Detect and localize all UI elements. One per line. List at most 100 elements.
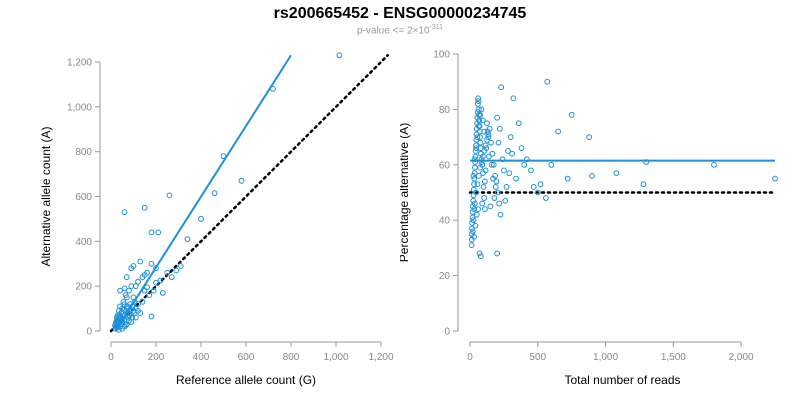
- data-point: [492, 172, 498, 179]
- data-point: [482, 142, 489, 149]
- data-point: [473, 145, 479, 152]
- data-point: [468, 242, 475, 249]
- data-point: [537, 181, 544, 188]
- y-tick-label: 80: [439, 105, 451, 116]
- y-tick-label: 200: [75, 282, 92, 293]
- data-point: [474, 100, 481, 107]
- data-point: [482, 167, 489, 174]
- data-point: [477, 139, 484, 146]
- data-point: [211, 190, 218, 197]
- data-point: [492, 184, 499, 190]
- data-point: [502, 197, 509, 204]
- data-point: [117, 287, 123, 294]
- data-point: [640, 181, 647, 188]
- allele-count-scatter-chart: 0 200 400 600 800 1,000 1,200 0 200 400 600 800 1,00…: [39, 52, 394, 387]
- data-point: [506, 170, 513, 177]
- data-point: [470, 172, 477, 179]
- data-point: [122, 322, 129, 329]
- data-point: [469, 228, 476, 235]
- data-point: [479, 153, 486, 160]
- data-point: [482, 206, 488, 213]
- data-point: [484, 120, 490, 127]
- data-point: [586, 134, 593, 141]
- data-point: [481, 195, 488, 201]
- y-axis-title: Percentage alternative (A): [400, 123, 411, 262]
- data-point: [494, 189, 501, 196]
- data-point: [148, 229, 155, 236]
- data-point: [470, 197, 477, 204]
- data-point: [488, 139, 494, 146]
- data-point: [124, 303, 131, 310]
- x-tick-label: 600: [238, 352, 255, 363]
- y-tick-label: 40: [439, 216, 451, 227]
- data-point: [484, 136, 490, 143]
- data-point: [528, 167, 534, 174]
- data-point: [481, 128, 488, 135]
- data-point: [496, 125, 503, 132]
- data-point: [555, 128, 562, 135]
- data-point: [470, 217, 477, 224]
- data-point: [139, 298, 146, 305]
- y-tick-label: 100: [433, 50, 450, 61]
- data-point: [474, 134, 481, 141]
- data-point: [471, 206, 477, 213]
- data-point: [471, 233, 477, 240]
- data-point: [157, 277, 164, 284]
- data-point: [475, 106, 482, 113]
- data-point: [148, 313, 155, 320]
- data-point: [479, 170, 486, 177]
- data-point: [173, 267, 180, 274]
- percentage-alternative-scatter-chart: 0 20 40 60 80 100 0 500 1,000 1,500 2,000 Total num…: [400, 50, 778, 387]
- data-point: [510, 95, 517, 102]
- data-point: [521, 161, 528, 168]
- data-point: [482, 178, 488, 185]
- data-point: [472, 148, 479, 154]
- data-point: [473, 136, 480, 143]
- data-point: [471, 175, 478, 182]
- data-point: [486, 125, 493, 132]
- data-point: [478, 156, 485, 163]
- data-point: [126, 318, 132, 324]
- fit-line: [114, 54, 292, 332]
- x-tick-label: 1,000: [323, 352, 348, 363]
- data-point: [518, 145, 525, 152]
- data-point: [238, 177, 245, 184]
- data-point: [184, 236, 191, 242]
- data-point: [141, 204, 148, 211]
- data-point: [473, 142, 479, 149]
- data-point: [474, 181, 481, 188]
- data-point: [123, 274, 130, 281]
- data-point: [477, 112, 484, 118]
- data-point: [471, 164, 478, 171]
- data-point: [772, 175, 778, 182]
- y-axis-title: Alternative allele count (A): [39, 126, 53, 266]
- data-point: [479, 117, 486, 124]
- data-point: [471, 170, 478, 177]
- data-point: [497, 211, 504, 218]
- data-point: [198, 216, 204, 222]
- data-point: [117, 303, 123, 310]
- x-tick-label: 1,200: [368, 352, 393, 363]
- data-point: [477, 164, 484, 171]
- data-point: [507, 134, 514, 141]
- y-tick-label: 60: [439, 160, 451, 171]
- y-tick-label: 800: [75, 147, 92, 158]
- data-point: [491, 195, 498, 201]
- data-point: [494, 114, 501, 121]
- y-tick-label: 1,200: [67, 58, 92, 69]
- data-point: [126, 287, 132, 294]
- data-point: [543, 195, 549, 201]
- data-point: [475, 123, 482, 129]
- data-point: [489, 150, 496, 157]
- data-point: [490, 161, 497, 168]
- data-point: [168, 274, 175, 281]
- data-point: [128, 265, 135, 272]
- x-tick-label: 400: [193, 352, 210, 363]
- data-point: [146, 292, 153, 299]
- data-point: [548, 161, 555, 168]
- data-point: [336, 52, 343, 59]
- data-point: [469, 214, 476, 221]
- x-tick-label: 0: [108, 352, 114, 363]
- x-tick-label: 200: [148, 352, 165, 363]
- data-point: [144, 269, 150, 276]
